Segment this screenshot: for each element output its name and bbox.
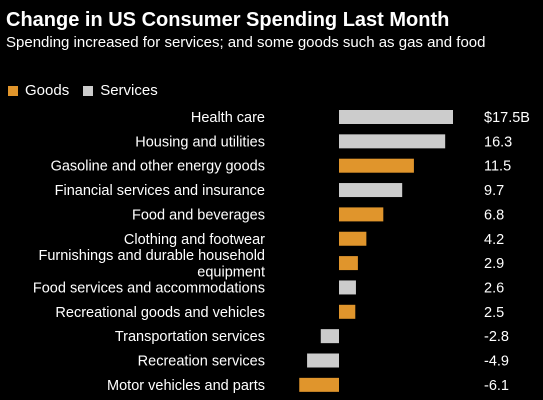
category-label: Recreation services	[138, 354, 265, 370]
bar	[339, 231, 367, 246]
legend-item-goods: Goods	[8, 82, 69, 100]
category-label: Health care	[191, 110, 265, 126]
category-label: Housing and utilities	[135, 134, 265, 150]
value-label: $17.5B	[484, 110, 530, 126]
bar	[299, 377, 339, 392]
value-label: 6.8	[484, 207, 504, 223]
bar	[339, 304, 356, 319]
legend-swatch-goods	[8, 86, 18, 96]
category-label: Furnishings and durable household equipme…	[38, 248, 265, 281]
value-label: 2.5	[484, 305, 504, 321]
category-label: Gasoline and other energy goods	[51, 159, 265, 175]
category-label: Clothing and footwear	[124, 232, 265, 248]
category-label: Motor vehicles and parts	[107, 378, 265, 394]
category-label: Recreational goods and vehicles	[55, 305, 265, 321]
bar	[339, 207, 384, 222]
category-label: Food and beverages	[132, 207, 265, 223]
bar	[339, 183, 403, 198]
value-label: -2.8	[484, 329, 509, 345]
category-label: Food services and accommodations	[33, 280, 265, 296]
legend-label-goods: Goods	[25, 82, 70, 99]
value-label: -6.1	[484, 378, 509, 394]
legend-label-services: Services	[100, 82, 158, 99]
value-label: 2.9	[484, 256, 504, 272]
bar	[320, 329, 339, 344]
value-label: -4.9	[484, 354, 509, 370]
legend-swatch-services	[83, 86, 94, 96]
value-label: 4.2	[484, 232, 504, 248]
value-label: 11.5	[484, 159, 511, 175]
bar	[339, 110, 453, 124]
chart-title: Change in US Consumer Spending Last Mont…	[6, 9, 450, 31]
category-label: Transportation services	[115, 329, 265, 345]
bar	[339, 256, 358, 271]
bar	[307, 353, 339, 368]
value-label: 9.7	[484, 183, 504, 199]
legend: Goods Services	[8, 82, 172, 100]
bar	[339, 158, 414, 173]
bar	[339, 280, 356, 295]
value-label: 2.6	[484, 280, 504, 296]
chart-subtitle: Spending increased for services; and som…	[6, 34, 486, 51]
legend-item-services: Services	[83, 82, 158, 100]
value-label: 16.3	[484, 134, 512, 150]
category-label: Financial services and insurance	[55, 183, 265, 199]
bar	[339, 134, 446, 149]
